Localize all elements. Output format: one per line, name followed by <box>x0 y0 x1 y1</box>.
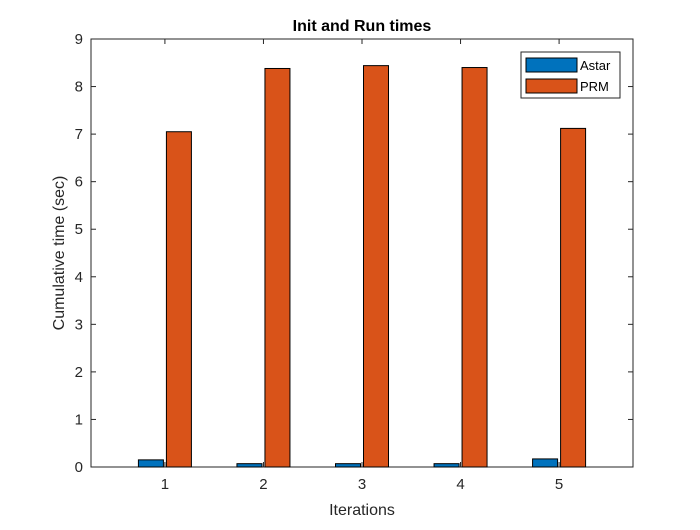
y-tick-label: 3 <box>75 316 83 333</box>
y-tick-label: 1 <box>75 411 83 428</box>
bar-astar-5 <box>532 458 559 468</box>
y-axis-ticks: 0 1 2 3 4 5 6 7 8 9 <box>75 31 633 476</box>
legend-label-astar: Astar <box>580 58 611 73</box>
bar-prm-2 <box>264 67 291 468</box>
bar-astar-3 <box>335 463 361 468</box>
bar-astar-2 <box>236 463 263 468</box>
bar-prm-1 <box>165 131 192 468</box>
bar-prm-5 <box>560 127 587 468</box>
x-tick-label: 5 <box>555 476 563 493</box>
legend-swatch-prm <box>525 78 578 94</box>
plot-area: 0 1 2 3 4 5 6 7 8 9 1 2 3 4 5 <box>75 31 634 493</box>
bar-astar-4 <box>433 463 460 468</box>
x-axis-label: Iterations <box>329 502 395 519</box>
chart-title: Init and Run times <box>293 18 432 35</box>
y-tick-label: 0 <box>75 459 83 476</box>
legend-label-prm: PRM <box>580 79 609 94</box>
bar-astar-1 <box>137 459 164 468</box>
y-tick-label: 6 <box>75 174 83 191</box>
legend: Astar PRM <box>520 51 621 99</box>
y-tick-label: 2 <box>75 364 83 381</box>
bar-prm-4 <box>461 67 488 468</box>
y-axis-label: Cumulative time (sec) <box>51 176 68 331</box>
legend-swatch-astar <box>525 57 578 73</box>
bars-group <box>137 65 587 468</box>
bar-prm-3 <box>363 65 389 468</box>
x-tick-label: 1 <box>161 476 169 493</box>
y-tick-label: 5 <box>75 221 83 238</box>
x-tick-label: 4 <box>456 476 464 493</box>
y-tick-label: 4 <box>75 269 83 286</box>
y-tick-label: 9 <box>75 31 83 48</box>
y-tick-label: 7 <box>75 126 83 143</box>
y-tick-label: 8 <box>75 79 83 96</box>
x-axis-ticks: 1 2 3 4 5 <box>161 39 563 493</box>
x-tick-label: 3 <box>358 476 366 493</box>
x-tick-label: 2 <box>259 476 267 493</box>
